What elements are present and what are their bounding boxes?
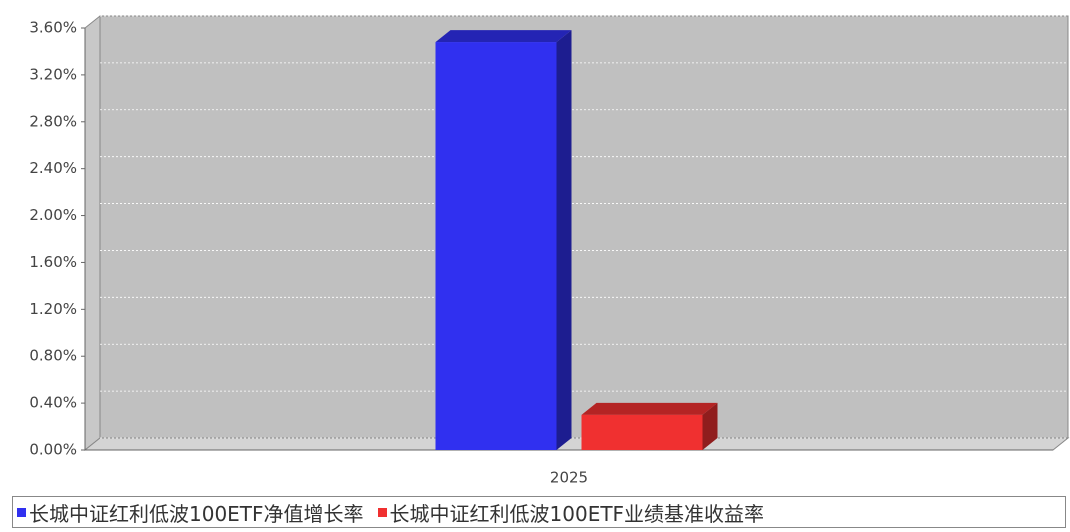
y-tick-label: 2.80% [29, 112, 77, 130]
y-tick-label: 0.00% [29, 441, 77, 459]
legend-item: 长城中证红利低波100ETF业绩基准收益率 [374, 498, 765, 527]
y-tick-label: 1.60% [29, 253, 77, 271]
floor [83, 437, 1070, 451]
chart: 0.00% 0.40% 0.80% 1.20% 1.60% 2.00% 2.40% 2.80%… [29, 14, 1070, 487]
legend: 长城中证红利低波100ETF净值增长率 长城中证红利低波100ETF业绩基准收益率 [12, 496, 1066, 528]
left-wall [84, 14, 101, 452]
bar-front [581, 414, 703, 450]
bar [581, 402, 718, 450]
y-tick-label: 0.40% [29, 394, 77, 412]
y-tick-label: 3.60% [29, 19, 77, 37]
legend-label: 长城中证红利低波100ETF业绩基准收益率 [389, 501, 765, 526]
bar [435, 30, 572, 451]
legend-label: 长城中证红利低波100ETF净值增长率 [29, 501, 364, 526]
bar-top [581, 402, 718, 415]
y-tick-label: 0.80% [29, 347, 77, 365]
legend-swatch [377, 507, 387, 517]
bar-side [702, 402, 718, 450]
plot-background [99, 15, 1069, 439]
y-tick-label: 2.00% [29, 206, 77, 224]
bar-side [556, 30, 572, 450]
x-tick-label: 2025 [550, 469, 588, 487]
bar-top [435, 30, 572, 43]
y-tick-label: 3.20% [29, 65, 77, 83]
legend-swatch [17, 507, 26, 517]
y-tick-label: 1.20% [29, 300, 77, 318]
bar-front [435, 42, 557, 451]
y-tick-label: 2.40% [29, 159, 77, 177]
legend-item: 长城中证红利低波100ETF净值增长率 [13, 498, 364, 527]
